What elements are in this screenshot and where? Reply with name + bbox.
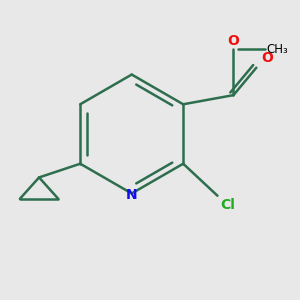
Text: CH₃: CH₃ (267, 43, 288, 56)
Text: O: O (228, 34, 239, 48)
Text: O: O (261, 51, 273, 65)
Text: N: N (126, 188, 137, 202)
Text: Cl: Cl (220, 198, 235, 212)
